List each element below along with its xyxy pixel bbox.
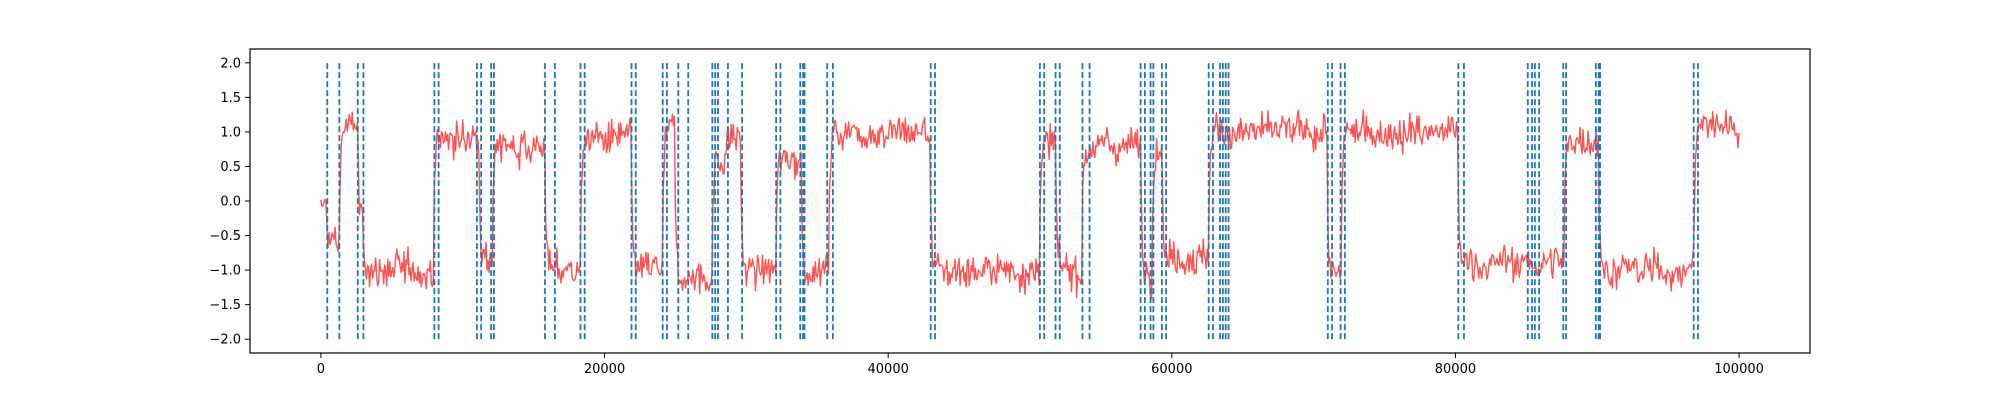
- x-tick-label: 0: [317, 362, 325, 377]
- y-tick-label: 0.5: [220, 160, 241, 175]
- y-tick-label: −1.5: [209, 298, 241, 313]
- y-tick-label: 0.0: [220, 195, 241, 210]
- y-tick-label: −2.0: [209, 333, 241, 348]
- y-tick-label: 1.5: [220, 91, 241, 106]
- x-tick-label: 20000: [584, 362, 625, 377]
- signal-line: [320, 109, 1740, 299]
- y-tick-label: 2.0: [220, 56, 241, 71]
- x-tick-label: 100000: [1714, 362, 1764, 377]
- axes: 0 20000 40000 60000 80000 100000 −2.0 −1.5 −1.0 −…: [209, 48, 1811, 377]
- x-tick-label: 80000: [1435, 362, 1476, 377]
- x-tick-label: 60000: [1151, 362, 1192, 377]
- y-tick-label: −0.5: [209, 229, 241, 244]
- x-tick-label: 40000: [868, 362, 909, 377]
- y-tick-label: −1.0: [209, 264, 241, 279]
- plot-area: [320, 62, 1740, 340]
- y-tick-label: 1.0: [220, 125, 241, 140]
